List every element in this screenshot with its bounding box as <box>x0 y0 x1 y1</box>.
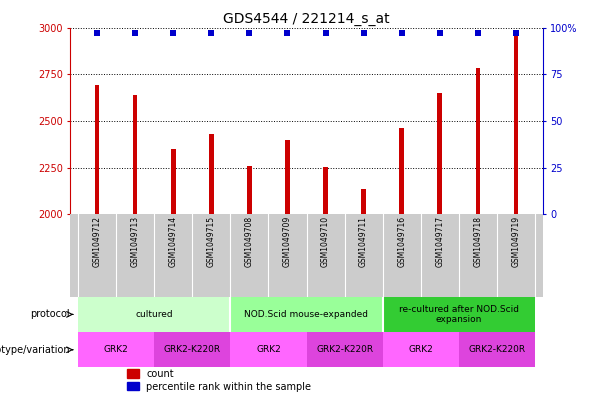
Bar <box>459 332 535 367</box>
Text: GSM1049711: GSM1049711 <box>359 216 368 267</box>
Bar <box>127 382 139 391</box>
Bar <box>133 95 137 214</box>
Text: GSM1049718: GSM1049718 <box>473 216 482 267</box>
Bar <box>247 165 252 214</box>
Text: NOD.Scid mouse-expanded: NOD.Scid mouse-expanded <box>245 310 368 319</box>
Point <box>207 30 216 36</box>
Bar <box>154 332 230 367</box>
Bar <box>400 128 404 214</box>
Text: GRK2: GRK2 <box>104 345 129 354</box>
Text: GSM1049719: GSM1049719 <box>511 216 520 267</box>
Text: GSM1049709: GSM1049709 <box>283 216 292 267</box>
Bar <box>438 93 442 214</box>
Text: GRK2-K220R: GRK2-K220R <box>468 345 525 354</box>
Bar <box>230 332 306 367</box>
Text: GSM1049712: GSM1049712 <box>93 216 102 267</box>
Text: GRK2-K220R: GRK2-K220R <box>164 345 221 354</box>
Point <box>435 30 444 36</box>
Text: GSM1049708: GSM1049708 <box>245 216 254 267</box>
Bar <box>171 149 175 214</box>
Text: genotype/variation: genotype/variation <box>0 345 70 355</box>
Point <box>511 30 521 36</box>
Point <box>92 30 102 36</box>
Text: GSM1049710: GSM1049710 <box>321 216 330 267</box>
Bar <box>230 297 383 332</box>
Bar <box>514 33 518 214</box>
Text: GSM1049715: GSM1049715 <box>207 216 216 267</box>
Text: GSM1049713: GSM1049713 <box>131 216 140 267</box>
Bar <box>476 68 480 214</box>
Text: GSM1049717: GSM1049717 <box>435 216 444 267</box>
Text: GRK2: GRK2 <box>408 345 433 354</box>
Point <box>359 30 368 36</box>
Bar <box>306 332 383 367</box>
Bar <box>323 167 328 214</box>
Title: GDS4544 / 221214_s_at: GDS4544 / 221214_s_at <box>223 13 390 26</box>
Text: GRK2-K220R: GRK2-K220R <box>316 345 373 354</box>
Bar <box>285 140 290 214</box>
Bar <box>78 297 230 332</box>
Bar <box>361 189 366 214</box>
Point <box>131 30 140 36</box>
Bar <box>383 297 535 332</box>
Text: GSM1049714: GSM1049714 <box>169 216 178 267</box>
Text: GRK2: GRK2 <box>256 345 281 354</box>
Point <box>397 30 406 36</box>
Text: count: count <box>146 369 173 379</box>
Text: re-cultured after NOD.Scid
expansion: re-cultured after NOD.Scid expansion <box>399 305 519 324</box>
Bar <box>383 332 459 367</box>
Bar <box>78 332 154 367</box>
Bar <box>209 134 213 214</box>
Text: GSM1049716: GSM1049716 <box>397 216 406 267</box>
Point <box>245 30 254 36</box>
Point <box>283 30 292 36</box>
Bar <box>95 85 99 214</box>
Text: protocol: protocol <box>30 309 70 320</box>
Point <box>169 30 178 36</box>
Bar <box>127 369 139 378</box>
Text: percentile rank within the sample: percentile rank within the sample <box>146 382 311 391</box>
Text: cultured: cultured <box>135 310 173 319</box>
Point <box>321 30 330 36</box>
Point <box>473 30 482 36</box>
